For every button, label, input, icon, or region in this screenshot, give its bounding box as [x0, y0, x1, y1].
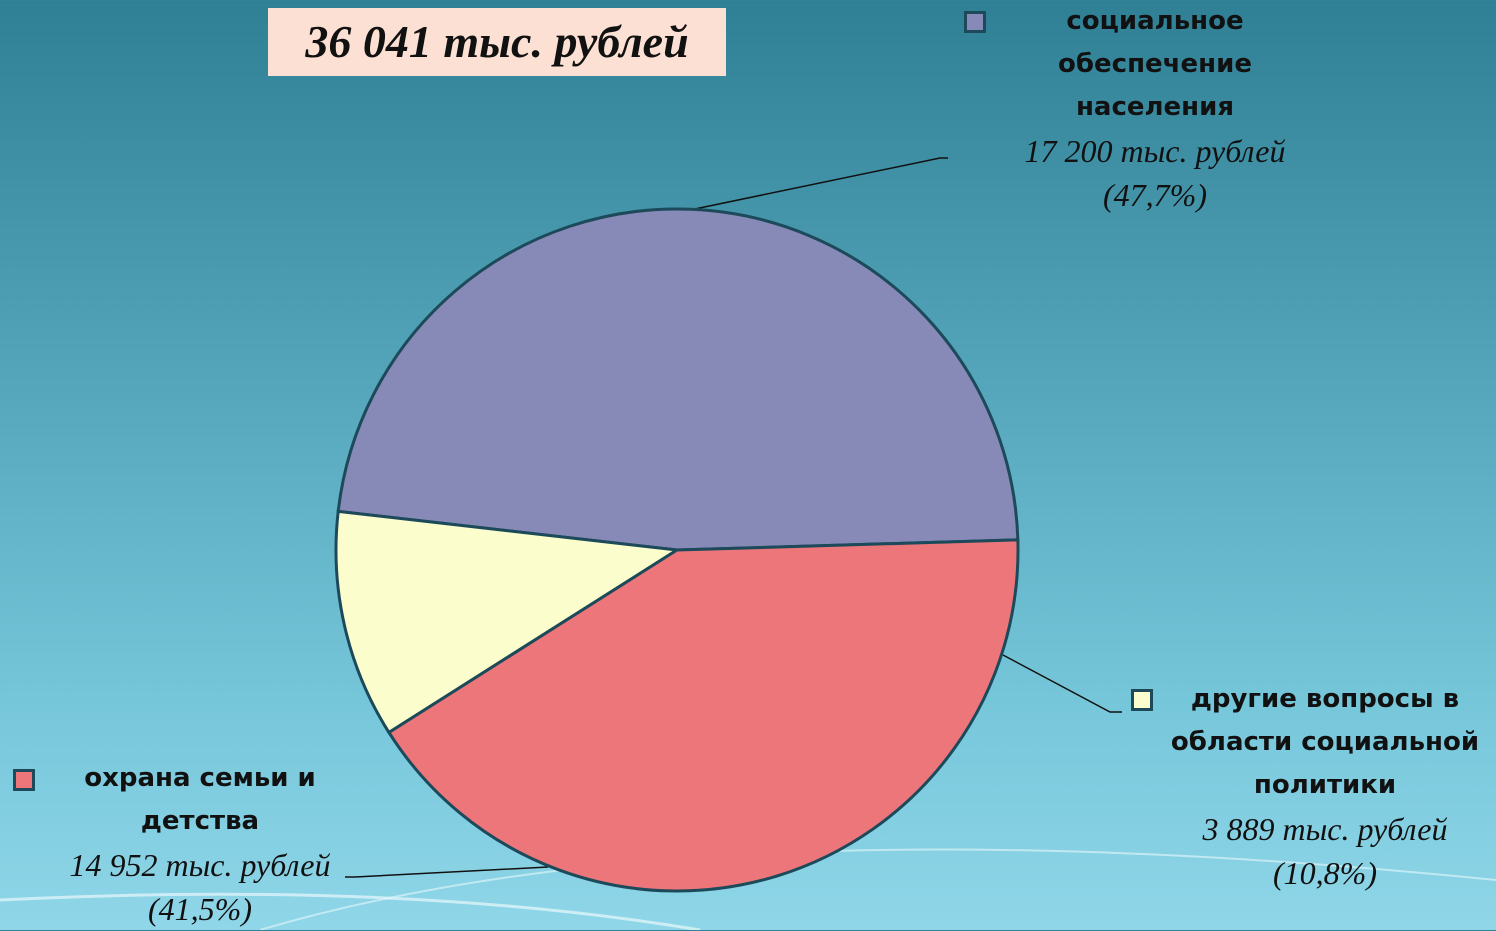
- category-label: социальное обеспечение населения: [1058, 6, 1252, 122]
- decor-wave: [0, 892, 701, 930]
- value-label: 17 200 тыс. рублей: [1024, 133, 1286, 169]
- chart-title: 36 041 тыс. рублей: [268, 8, 726, 76]
- value-label: 14 952 тыс. рублей: [69, 847, 331, 883]
- slice-label: социальное обеспечение населения 17 200 …: [1000, 0, 1310, 217]
- leader-line: [689, 157, 948, 211]
- slice-label: охрана семьи и детства 14 952 тыс. рубле…: [45, 757, 355, 931]
- percent-label: (47,7%): [1103, 177, 1207, 213]
- legend-swatch: [964, 11, 986, 33]
- percent-label: (41,5%): [148, 891, 252, 927]
- value-label: 3 889 тыс. рублей: [1202, 811, 1448, 847]
- pie-slice: [336, 207, 1020, 552]
- legend-swatch: [13, 769, 35, 791]
- pie: [334, 207, 1020, 893]
- leader-line: [345, 866, 549, 878]
- pie-slice: [334, 509, 682, 735]
- category-label: другие вопросы в области социальной поли…: [1170, 684, 1480, 800]
- legend-swatch: [1131, 689, 1153, 711]
- percent-label: (10,8%): [1273, 855, 1377, 891]
- leader-line: [1002, 654, 1122, 713]
- category-label: охрана семьи и детства: [84, 763, 316, 836]
- slice-label: другие вопросы в области социальной поли…: [1160, 678, 1490, 895]
- pie-slice: [386, 538, 1020, 893]
